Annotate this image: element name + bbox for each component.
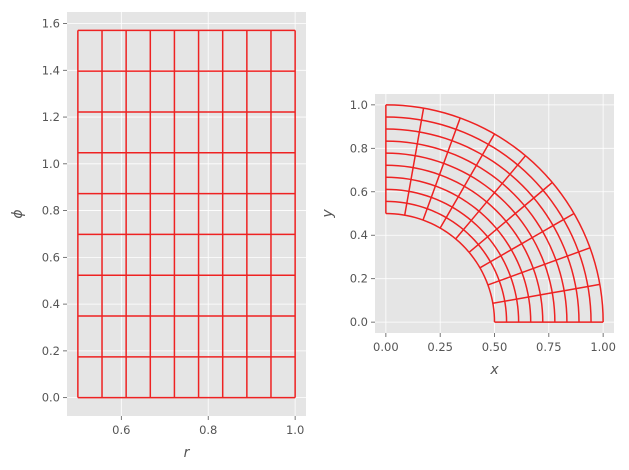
left-plot-area xyxy=(67,12,306,416)
mesh-arc-const-r xyxy=(385,128,580,323)
left-x-tick-label: 1.0 xyxy=(286,423,304,437)
left-y-tick-label: 0.6 xyxy=(42,250,60,264)
mesh-spoke-const-phi xyxy=(468,181,553,253)
left-y-tick-label: 0.8 xyxy=(42,204,60,218)
mesh-spoke-const-phi xyxy=(487,247,591,286)
right-chart-cartesian-mesh: 0.00 0.25 0.50 0.75 1.00 0.0 0.2 0.4 0.6 0.8 1.0 x y xyxy=(320,94,616,378)
left-y-tick-label: 0.2 xyxy=(42,344,60,358)
mesh-spoke-const-phi xyxy=(439,133,496,229)
left-y-axis-label: ϕ xyxy=(10,209,26,218)
right-y-tick-label: 0.4 xyxy=(350,228,368,242)
right-x-tick-label: 0.00 xyxy=(373,340,399,354)
mesh-arc-const-r xyxy=(385,212,496,323)
right-y-axis-label: y xyxy=(320,209,336,219)
left-chart-polar-grid: 0.6 0.8 1.0 0.0 0.2 0.4 0.6 0.8 1.0 1.2 1.4 1.6 r ϕ xyxy=(10,12,306,461)
right-x-tick-label: 1.00 xyxy=(590,340,616,354)
left-y-tick-label: 0.0 xyxy=(42,391,60,405)
left-mesh-series xyxy=(77,29,296,399)
right-x-tick-label: 0.25 xyxy=(427,340,453,354)
mesh-arc-const-r xyxy=(385,176,532,323)
left-y-tick-label: 1.2 xyxy=(42,110,60,124)
mesh-spoke-const-phi xyxy=(479,212,575,269)
right-y-tick-label: 0.2 xyxy=(350,272,368,286)
mesh-spoke-const-phi xyxy=(403,108,425,216)
left-y-tick-label: 1.0 xyxy=(42,157,60,171)
right-x-axis-label: x xyxy=(489,362,499,378)
mesh-arc-const-r xyxy=(385,188,520,323)
right-y-tick-label: 1.0 xyxy=(350,98,368,112)
mesh-arc-const-r xyxy=(385,104,604,323)
left-y-tick-label: 0.4 xyxy=(42,297,60,311)
mesh-arc-const-r xyxy=(385,152,556,323)
right-y-tick-label: 0.6 xyxy=(350,185,368,199)
left-x-axis-label: r xyxy=(184,445,191,461)
mesh-spoke-const-phi xyxy=(422,117,461,221)
mesh-spoke-const-phi xyxy=(455,155,527,240)
left-x-tick-label: 0.8 xyxy=(199,423,217,437)
left-x-tick-label: 0.6 xyxy=(112,423,130,437)
left-y-tick-label: 1.4 xyxy=(42,63,60,77)
left-y-tick-label: 1.6 xyxy=(42,17,60,31)
mesh-arc-const-r xyxy=(385,116,592,323)
right-x-tick-label: 0.75 xyxy=(536,340,562,354)
right-mesh-series xyxy=(385,104,604,323)
mesh-arc-const-r xyxy=(385,200,508,323)
right-y-tick-label: 0.8 xyxy=(350,141,368,155)
mesh-arc-const-r xyxy=(385,164,544,323)
mesh-spoke-const-phi xyxy=(492,283,600,305)
right-x-tick-label: 0.50 xyxy=(482,340,508,354)
mesh-arc-const-r xyxy=(385,140,568,323)
right-y-tick-label: 0.0 xyxy=(350,315,368,329)
